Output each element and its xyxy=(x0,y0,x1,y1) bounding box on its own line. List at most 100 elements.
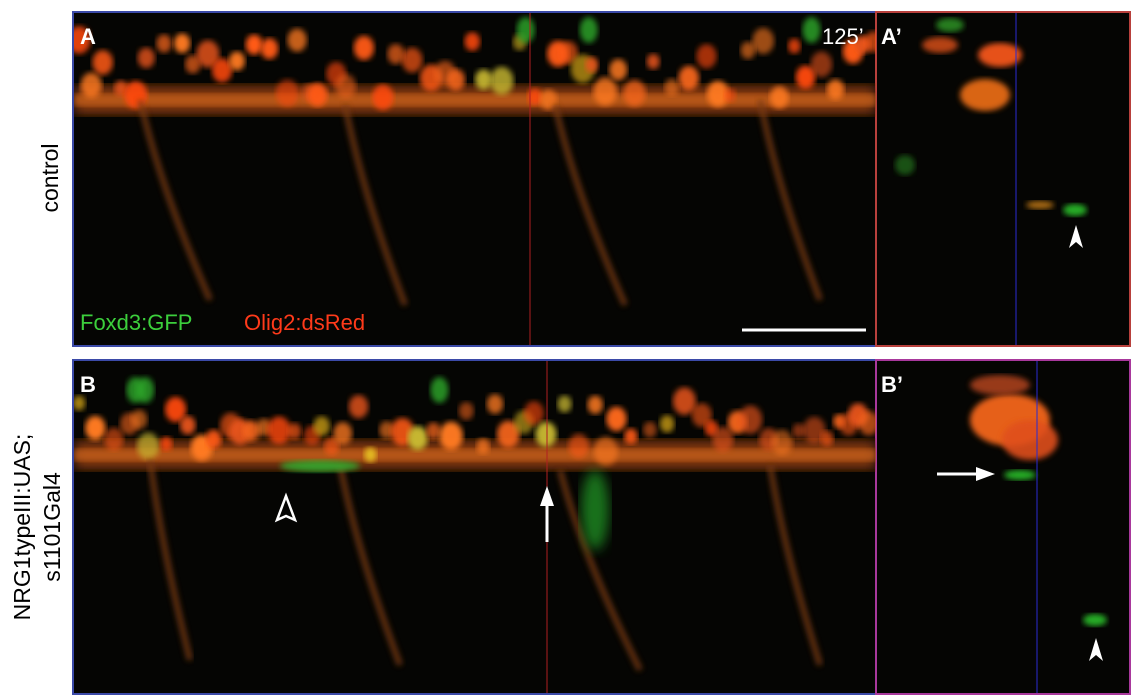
cell xyxy=(165,396,187,423)
cell xyxy=(458,401,474,420)
cell xyxy=(771,429,793,455)
cell xyxy=(672,387,696,415)
cell xyxy=(826,79,845,100)
row-label: control xyxy=(37,143,63,212)
cell xyxy=(307,82,328,107)
cell xyxy=(587,395,603,415)
panel-label: A xyxy=(80,24,96,49)
cell xyxy=(738,405,763,434)
cell xyxy=(696,44,717,69)
cell xyxy=(516,17,535,43)
arrowhead xyxy=(540,486,554,506)
panel-a-prime xyxy=(875,11,1131,347)
cell xyxy=(275,79,299,107)
cell xyxy=(496,420,520,448)
cell xyxy=(568,433,590,459)
cell xyxy=(624,428,638,445)
cell xyxy=(104,427,124,451)
cell xyxy=(535,421,557,447)
cell xyxy=(678,65,700,91)
cell xyxy=(179,415,196,435)
cell xyxy=(659,415,675,433)
arrowhead xyxy=(1089,638,1103,661)
cell xyxy=(1063,204,1087,216)
nerve xyxy=(137,99,213,302)
cell xyxy=(85,415,106,441)
cell xyxy=(489,66,514,95)
cell xyxy=(1002,420,1058,460)
cell xyxy=(643,421,657,438)
cell xyxy=(585,56,599,73)
cell xyxy=(527,88,542,106)
cell xyxy=(706,80,729,108)
cell xyxy=(486,394,504,414)
cell xyxy=(313,416,330,437)
spinal-band xyxy=(74,449,876,461)
cell xyxy=(970,375,1030,395)
nerve xyxy=(552,104,628,307)
cell xyxy=(407,425,428,451)
cell xyxy=(136,377,155,403)
cell xyxy=(267,416,291,445)
cell xyxy=(196,40,220,68)
cell xyxy=(74,395,86,411)
cell xyxy=(242,420,260,442)
cell xyxy=(978,43,1022,67)
panel-label: B xyxy=(80,372,96,397)
cell xyxy=(864,31,876,53)
cell xyxy=(245,34,263,55)
cell xyxy=(185,55,201,74)
nerve xyxy=(147,459,193,661)
nerve xyxy=(337,464,403,667)
cell xyxy=(802,17,821,43)
cell xyxy=(792,423,805,439)
cell xyxy=(364,447,377,463)
cell xyxy=(557,395,572,413)
cell xyxy=(606,406,627,432)
nerve xyxy=(342,104,408,307)
cell xyxy=(379,421,395,439)
cell xyxy=(401,47,423,73)
image-layer xyxy=(74,377,876,672)
cell xyxy=(820,430,834,447)
nerve xyxy=(767,464,823,666)
legend-green: Foxd3:GFP xyxy=(80,310,192,335)
gfp-signal xyxy=(581,470,609,550)
cell xyxy=(228,51,245,71)
cell xyxy=(430,377,449,403)
cell xyxy=(335,73,356,99)
cell xyxy=(211,58,233,83)
row-label: NRG1typeIII:UAS; xyxy=(9,434,35,621)
cell xyxy=(740,41,756,60)
cell xyxy=(173,33,191,54)
cell xyxy=(858,410,876,436)
cell xyxy=(324,437,340,456)
cell xyxy=(895,155,915,175)
cell xyxy=(646,53,660,70)
cell xyxy=(788,38,801,54)
cell xyxy=(348,394,369,419)
cell xyxy=(74,26,91,54)
cell xyxy=(475,69,493,90)
nerve xyxy=(557,469,643,672)
cell xyxy=(426,422,441,440)
cell xyxy=(593,77,617,106)
cell xyxy=(770,86,789,109)
cell xyxy=(446,68,465,91)
cell xyxy=(623,79,646,107)
cell xyxy=(92,50,113,75)
cell xyxy=(387,43,405,65)
gfp-signal xyxy=(280,460,360,472)
cell xyxy=(80,72,102,98)
cell xyxy=(476,438,490,455)
cell xyxy=(691,403,712,428)
cell xyxy=(333,422,353,445)
cell xyxy=(1004,470,1036,480)
cell xyxy=(579,17,598,43)
cell xyxy=(1083,614,1107,626)
cell xyxy=(593,436,618,466)
cell xyxy=(752,27,775,55)
cell xyxy=(439,421,463,451)
cell xyxy=(795,65,816,89)
cell xyxy=(922,37,958,53)
